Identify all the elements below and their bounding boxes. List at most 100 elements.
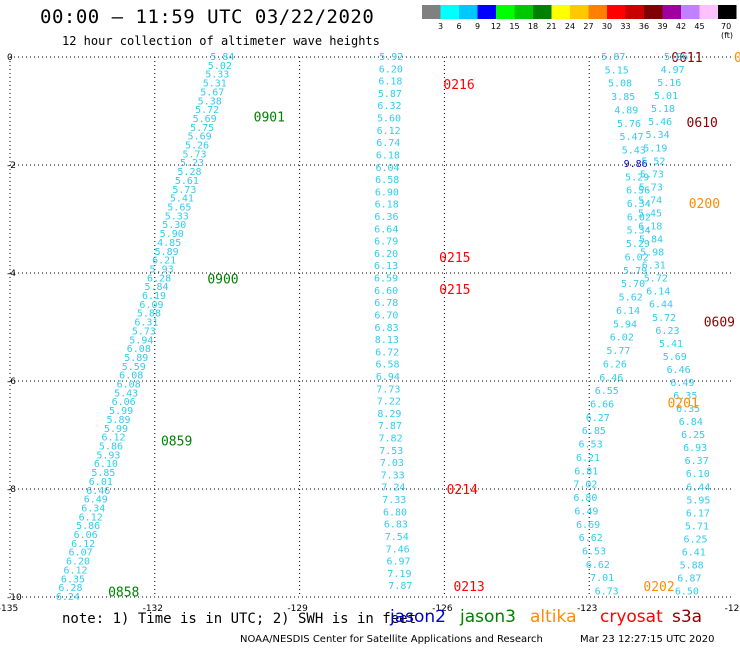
wave-height-label: 6.18 bbox=[375, 200, 399, 211]
wave-height-label: 8.13 bbox=[375, 335, 399, 346]
wave-height-label: 6.37 bbox=[685, 456, 709, 467]
footnote: note: 1) Time is in UTC; 2) SWH is in fe… bbox=[62, 611, 417, 627]
wave-height-label: 6.73 bbox=[595, 587, 619, 598]
wave-height-label: 6.78 bbox=[374, 298, 398, 309]
wave-height-label: 6.21 bbox=[152, 256, 176, 267]
wave-height-label: 5.76 bbox=[617, 119, 641, 130]
y-tick-label: -2 bbox=[7, 161, 16, 171]
wave-height-label: 5.89 bbox=[124, 353, 148, 364]
wave-height-label: 6.93 bbox=[683, 443, 707, 454]
wave-height-label: 6.49 bbox=[84, 495, 108, 506]
wave-height-label: 6.84 bbox=[679, 417, 703, 428]
color-swatch bbox=[570, 5, 589, 19]
wave-height-label: 6.94 bbox=[376, 372, 400, 383]
wave-height-label: 6.36 bbox=[374, 212, 398, 223]
wave-height-label: 5.33 bbox=[205, 70, 229, 81]
wave-height-label: 6.55 bbox=[595, 386, 619, 397]
wave-height-label: 7.33 bbox=[382, 495, 406, 506]
wave-height-label: 6.08 bbox=[117, 380, 141, 391]
wave-height-label: 7.19 bbox=[387, 569, 411, 580]
color-scale-label: 30 bbox=[601, 22, 613, 31]
wave-height-label: 6.35 bbox=[676, 404, 700, 415]
wave-height-label: 6.46 bbox=[86, 486, 110, 497]
wave-height-label: 6.13 bbox=[374, 261, 398, 272]
pass-time-label: 0215 bbox=[439, 251, 470, 266]
wave-height-label: 5.65 bbox=[167, 202, 191, 213]
wave-height-label: 4.85 bbox=[157, 238, 181, 249]
color-scale-label: 33 bbox=[620, 22, 631, 31]
wave-height-label: 6.07 bbox=[69, 548, 93, 559]
wave-height-label: 6.23 bbox=[655, 326, 679, 337]
wave-height-label: 5.67 bbox=[200, 87, 224, 98]
wave-height-label: 6.66 bbox=[590, 399, 614, 410]
pass-time-label: 0611 bbox=[671, 51, 702, 66]
wave-height-label: 6.02 bbox=[627, 212, 651, 223]
color-swatch bbox=[662, 5, 681, 19]
wave-height-label: 5.34 bbox=[627, 226, 651, 237]
wave-height-label: 5.73 bbox=[182, 149, 206, 160]
wave-height-label: 7.87 bbox=[388, 581, 412, 592]
wave-height-label: 6.41 bbox=[682, 547, 706, 558]
wave-height-label: 6.14 bbox=[646, 287, 670, 298]
color-swatch bbox=[477, 5, 496, 19]
wave-height-label: 6.24 bbox=[56, 592, 80, 603]
wave-height-label: 6.27 bbox=[586, 413, 610, 424]
color-swatch bbox=[440, 5, 459, 19]
wave-height-label: 5.75 bbox=[190, 123, 214, 134]
wave-height-label: 5.74 bbox=[638, 195, 662, 206]
pass-time-label: 0859 bbox=[161, 434, 192, 449]
wave-height-label: 5.38 bbox=[198, 96, 222, 107]
wave-height-label: 5.73 bbox=[172, 185, 196, 196]
color-scale-label: 70 (ft) bbox=[721, 22, 734, 40]
wave-height-label: 6.53 bbox=[579, 440, 603, 451]
wave-height-label: 5.93 bbox=[96, 450, 120, 461]
color-scale-bar bbox=[422, 5, 737, 19]
wave-height-label: 5.08 bbox=[608, 79, 632, 90]
wave-height-label: 5.31 bbox=[203, 79, 227, 90]
wave-height-label: 6.62 bbox=[579, 533, 603, 544]
wave-height-label: 6.28 bbox=[58, 583, 82, 594]
y-tick-label: -8 bbox=[7, 485, 16, 495]
wave-height-label: 5.19 bbox=[643, 143, 667, 154]
wave-height-label: 5.73 bbox=[132, 326, 156, 337]
wave-height-label: 5.02 bbox=[208, 61, 232, 72]
wave-height-label: 6.04 bbox=[375, 163, 399, 174]
wave-height-label: 6.25 bbox=[681, 430, 705, 441]
pass-time-label: 0 bbox=[734, 51, 740, 66]
wave-height-label: 5.86 bbox=[76, 521, 100, 532]
color-swatch bbox=[644, 5, 663, 19]
y-tick-label: 0 bbox=[7, 53, 13, 63]
color-scale-label: 9 bbox=[474, 22, 481, 31]
wave-height-label: 6.72 bbox=[375, 347, 399, 358]
wave-height-label: 5.59 bbox=[122, 362, 146, 373]
pass-time-label: 0609 bbox=[704, 316, 735, 331]
wave-height-label: 5.88 bbox=[137, 309, 161, 320]
wave-height-label: 6.53 bbox=[582, 547, 606, 558]
wave-height-label: 6.10 bbox=[686, 469, 710, 480]
color-swatch bbox=[588, 5, 607, 19]
wave-height-label: 6.49 bbox=[670, 378, 694, 389]
wave-height-label: 5.46 bbox=[648, 117, 672, 128]
wave-height-label: 3.85 bbox=[611, 92, 635, 103]
legend-cryosat: cryosat bbox=[600, 607, 663, 627]
wave-height-label: 7.24 bbox=[381, 483, 405, 494]
wave-height-label: 6.35 bbox=[61, 574, 85, 585]
color-scale-label: 24 bbox=[564, 22, 576, 31]
wave-height-label: 5.94 bbox=[613, 319, 637, 330]
wave-height-label: 5.69 bbox=[193, 114, 217, 125]
color-swatch bbox=[496, 5, 515, 19]
wave-height-label: 5.01 bbox=[654, 91, 678, 102]
wave-height-label: 5.70 bbox=[621, 279, 645, 290]
wave-height-label: 5.72 bbox=[644, 274, 668, 285]
wave-height-label: 6.46 bbox=[667, 365, 691, 376]
wave-height-label: 6.12 bbox=[377, 126, 401, 137]
wave-height-label: 6.83 bbox=[375, 323, 399, 334]
x-tick-label: -126 bbox=[432, 604, 453, 614]
x-tick-label: -12 bbox=[725, 604, 740, 614]
wave-height-label: 7.82 bbox=[379, 434, 403, 445]
color-scale-label: 3 bbox=[437, 22, 444, 31]
pass-time-label: 0900 bbox=[207, 272, 238, 287]
wave-height-label: 5.89 bbox=[107, 415, 131, 426]
wave-height-label: 5.43 bbox=[622, 146, 646, 157]
wave-height-label: 5.15 bbox=[605, 65, 629, 76]
